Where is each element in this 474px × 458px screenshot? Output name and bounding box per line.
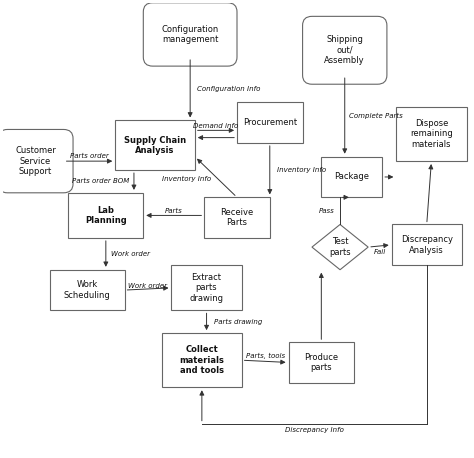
Text: Complete Parts: Complete Parts <box>349 113 403 119</box>
Text: Work order: Work order <box>128 283 167 289</box>
Text: Inventory Info: Inventory Info <box>162 176 211 182</box>
Text: Shipping
out/
Assembly: Shipping out/ Assembly <box>324 35 365 65</box>
Text: Extract
parts
drawing: Extract parts drawing <box>190 273 224 303</box>
Text: Test
parts: Test parts <box>329 237 351 257</box>
FancyBboxPatch shape <box>0 130 73 193</box>
Text: Procurement: Procurement <box>243 118 297 127</box>
Text: Fail: Fail <box>374 249 386 255</box>
Text: Parts, tools: Parts, tools <box>246 353 285 359</box>
FancyBboxPatch shape <box>289 342 354 383</box>
FancyBboxPatch shape <box>237 102 302 143</box>
Text: Customer
Service
Support: Customer Service Support <box>15 146 56 176</box>
Text: Parts: Parts <box>165 208 182 214</box>
FancyBboxPatch shape <box>68 193 143 238</box>
FancyBboxPatch shape <box>115 120 195 170</box>
FancyBboxPatch shape <box>321 157 382 197</box>
Text: Receive
Parts: Receive Parts <box>220 208 254 227</box>
Text: Discrepancy
Analysis: Discrepancy Analysis <box>401 235 453 255</box>
Text: Pass: Pass <box>319 208 335 214</box>
FancyBboxPatch shape <box>50 270 125 311</box>
Text: Parts order: Parts order <box>70 153 109 159</box>
FancyBboxPatch shape <box>172 265 242 311</box>
FancyBboxPatch shape <box>143 3 237 66</box>
Text: Collect
materials
and tools: Collect materials and tools <box>180 345 224 375</box>
FancyBboxPatch shape <box>302 16 387 84</box>
Text: Produce
parts: Produce parts <box>304 353 338 372</box>
Text: Supply Chain
Analysis: Supply Chain Analysis <box>124 136 186 155</box>
FancyBboxPatch shape <box>392 224 462 265</box>
FancyBboxPatch shape <box>396 107 466 161</box>
Text: Configuration
management: Configuration management <box>162 25 219 44</box>
Text: Package: Package <box>334 173 369 181</box>
Text: Work
Scheduling: Work Scheduling <box>64 280 110 300</box>
Text: Configuration Info: Configuration Info <box>197 86 261 92</box>
Text: Inventory Info: Inventory Info <box>277 167 326 173</box>
Text: Lab
Planning: Lab Planning <box>85 206 127 225</box>
FancyBboxPatch shape <box>162 333 242 387</box>
Text: Parts order BOM: Parts order BOM <box>72 179 129 185</box>
Text: Work order: Work order <box>110 251 149 257</box>
Text: Demand info: Demand info <box>193 123 238 129</box>
Text: Parts drawing: Parts drawing <box>214 319 262 325</box>
Polygon shape <box>312 224 368 270</box>
Text: Discrepancy Info: Discrepancy Info <box>285 427 344 433</box>
FancyBboxPatch shape <box>204 197 270 238</box>
Text: Dispose
remaining
materials: Dispose remaining materials <box>410 119 453 149</box>
